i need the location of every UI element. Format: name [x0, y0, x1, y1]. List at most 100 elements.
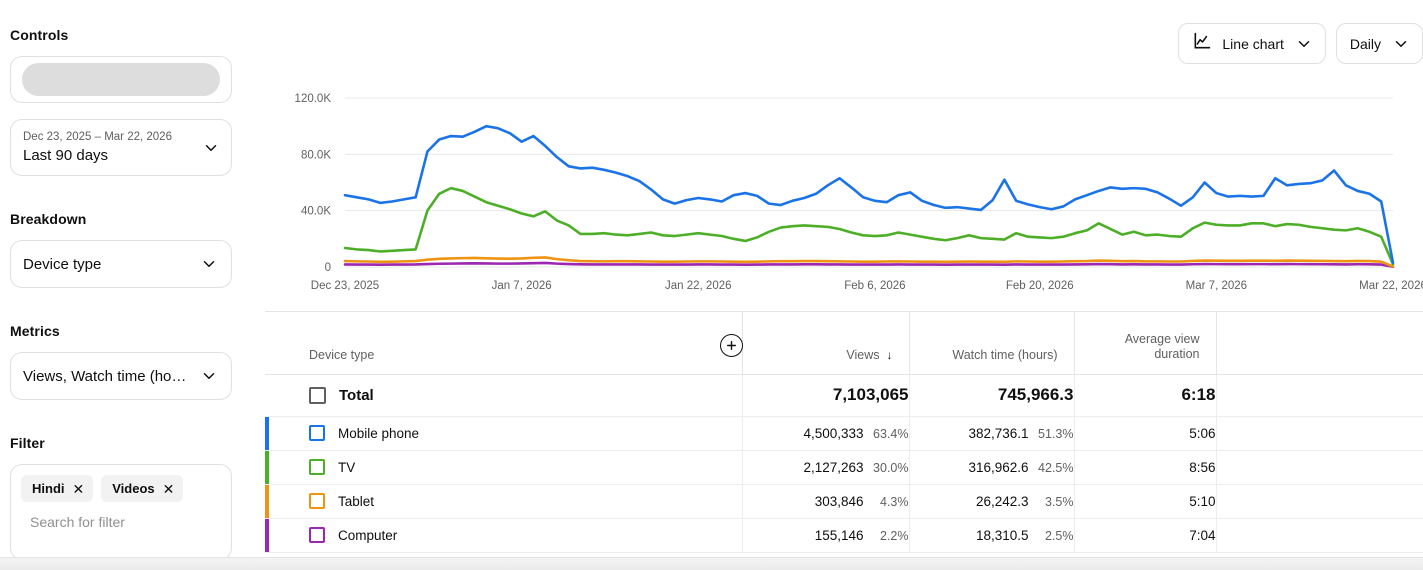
total-name-cell: Total: [269, 374, 742, 417]
filter-chip-label: Videos: [112, 481, 155, 496]
legend-color-bar-tv: [265, 450, 269, 484]
table-header: Device type Views ↓ Watch time (hours): [265, 312, 1423, 375]
table-row[interactable]: TV 2,127,263 30.0% 316,962.6 42.5% 8:56: [265, 450, 1423, 485]
plus-circle-icon[interactable]: [720, 334, 743, 357]
row-blank-cell: [1215, 450, 1423, 485]
row-average-view-duration: 5:10: [1073, 484, 1216, 519]
y-axis-tick-label: 120.0K: [295, 93, 332, 105]
row-average-view-duration: 7:04: [1073, 518, 1216, 553]
filter-search-input[interactable]: Search for filter: [30, 514, 125, 530]
metrics-select-value: Views, Watch time (ho…: [23, 367, 187, 385]
row-checkbox-mobile-phone[interactable]: [309, 425, 325, 441]
controls-sidebar: Controls Dec 23, 2025 – Mar 22, 2026 Las…: [0, 0, 243, 570]
chart-type-dropdown[interactable]: Line chart: [1178, 23, 1326, 64]
table-row[interactable]: Computer 155,146 2.2% 18,310.5 2.5% 7:04: [265, 518, 1423, 553]
row-checkbox-computer[interactable]: [309, 527, 325, 543]
legend-color-bar-mobile-phone: [265, 416, 269, 450]
row-name-cell: TV: [269, 450, 742, 485]
column-header-average-view-duration[interactable]: Average view duration: [1073, 312, 1216, 375]
filter-panel: Hindi ✕ Videos ✕ Search for filter: [10, 464, 232, 560]
breakdown-select-value: Device type: [23, 255, 102, 273]
granularity-label: Daily: [1349, 35, 1381, 52]
row-checkbox-tv[interactable]: [309, 459, 325, 475]
y-axis-tick-label: 80.0K: [301, 149, 331, 161]
close-icon[interactable]: ✕: [162, 480, 175, 497]
x-axis-tick-label: Dec 23, 2025: [311, 280, 379, 292]
granularity-dropdown[interactable]: Daily: [1335, 23, 1423, 64]
controls-heading: Controls: [10, 27, 69, 43]
row-blank-cell: [1215, 518, 1423, 553]
legend-color-cell: [265, 374, 269, 417]
x-axis-tick-label: Feb 20, 2026: [1006, 280, 1074, 292]
row-views: 4,500,333 63.4%: [741, 416, 909, 451]
row-label: TV: [338, 459, 356, 475]
x-axis-tick-label: Feb 6, 2026: [844, 280, 905, 292]
row-checkbox-total[interactable]: [309, 386, 326, 404]
legend-color-bar-tablet: [265, 484, 269, 518]
table-body: Total 7,103,065 745,966.3 6:18: [265, 374, 1423, 553]
analytics-main-pane: Line chart Daily 0 40.0K 80.0K 120.0K Dec 23…: [243, 0, 1423, 570]
total-watch-time: 745,966.3: [908, 374, 1074, 417]
filter-chip-videos[interactable]: Videos ✕: [101, 475, 184, 502]
column-header-views[interactable]: Views ↓: [741, 312, 909, 375]
row-name-cell: Mobile phone: [269, 416, 742, 451]
chart-toolbar: Line chart Daily: [1178, 23, 1423, 64]
x-axis-tick-label: Mar 22, 2026: [1359, 280, 1423, 292]
legend-color-cell: [265, 518, 269, 553]
metrics-select[interactable]: Views, Watch time (ho…: [10, 352, 232, 400]
column-header-watch-time[interactable]: Watch time (hours): [908, 312, 1074, 375]
row-blank-cell: [1215, 484, 1423, 519]
breakdown-select[interactable]: Device type: [10, 240, 232, 288]
chart-line-tablet: [343, 256, 1395, 268]
row-checkbox-tablet[interactable]: [309, 493, 325, 509]
breakdown-table: Device type Views ↓ Watch time (hours): [265, 311, 1423, 557]
chevron-down-icon: [201, 138, 221, 158]
legend-color-header: [265, 312, 269, 375]
table-row-total[interactable]: Total 7,103,065 745,966.3 6:18: [265, 374, 1423, 417]
row-watch-time: 316,962.6 42.5%: [908, 450, 1074, 485]
x-axis-tick-label: Mar 7, 2026: [1186, 280, 1247, 292]
legend-color-cell: [265, 484, 269, 519]
row-label: Computer: [338, 527, 398, 543]
breakdown-heading: Breakdown: [10, 211, 87, 227]
close-icon[interactable]: ✕: [72, 480, 85, 497]
filter-heading: Filter: [10, 435, 45, 451]
total-blank-cell: [1215, 374, 1423, 417]
row-views: 2,127,263 30.0%: [741, 450, 909, 485]
row-name-cell: Tablet: [269, 484, 742, 519]
table-row[interactable]: Mobile phone 4,500,333 63.4% 382,736.1 51.…: [265, 416, 1423, 451]
row-label: Tablet: [338, 493, 375, 509]
chart-type-label: Line chart: [1222, 35, 1284, 52]
row-watch-time: 18,310.5 2.5%: [908, 518, 1074, 553]
x-axis-tick-label: Jan 7, 2026: [492, 280, 552, 292]
filter-chip-hindi[interactable]: Hindi ✕: [21, 475, 94, 502]
table-row[interactable]: Tablet 303,846 4.3% 26,242.3 3.5% 5:10: [265, 484, 1423, 519]
chevron-down-icon: [199, 366, 219, 386]
chart-line-computer: [343, 261, 1395, 269]
row-label: Mobile phone: [338, 425, 420, 441]
sort-descending-icon[interactable]: ↓: [886, 347, 893, 362]
chart-canvas[interactable]: 0 40.0K 80.0K 120.0K Dec 23, 2025 Jan 7, 2026…: [243, 80, 1423, 300]
horizontal-scrollbar[interactable]: [0, 557, 1423, 570]
row-watch-time: 26,242.3 3.5%: [908, 484, 1074, 519]
row-average-view-duration: 8:56: [1073, 450, 1216, 485]
legend-color-bar-computer: [265, 518, 269, 552]
column-header-device-type[interactable]: Device type: [269, 312, 743, 375]
total-views: 7,103,065: [741, 374, 909, 417]
chevron-down-icon: [199, 254, 219, 274]
row-watch-time: 382,736.1 51.3%: [908, 416, 1074, 451]
filter-chip-list: Hindi ✕ Videos ✕: [21, 475, 221, 502]
row-blank-cell: [1215, 416, 1423, 451]
date-range-text: Dec 23, 2025 – Mar 22, 2026: [23, 131, 172, 143]
legend-color-cell: [265, 450, 269, 485]
time-series-chart[interactable]: 0 40.0K 80.0K 120.0K Dec 23, 2025 Jan 7, 2026…: [243, 80, 1423, 300]
placeholder-control[interactable]: [10, 56, 232, 103]
y-axis-tick-label: 0: [325, 262, 331, 274]
y-axis-tick-label: 40.0K: [301, 206, 331, 218]
x-axis-tick-label: Jan 22, 2026: [665, 280, 732, 292]
row-name-cell: Computer: [269, 518, 742, 553]
date-preset-text: Last 90 days: [23, 147, 109, 164]
date-range-selector[interactable]: Dec 23, 2025 – Mar 22, 2026 Last 90 days: [10, 119, 232, 176]
chart-line-mobile-phone: [343, 124, 1395, 265]
legend-color-cell: [265, 416, 269, 451]
